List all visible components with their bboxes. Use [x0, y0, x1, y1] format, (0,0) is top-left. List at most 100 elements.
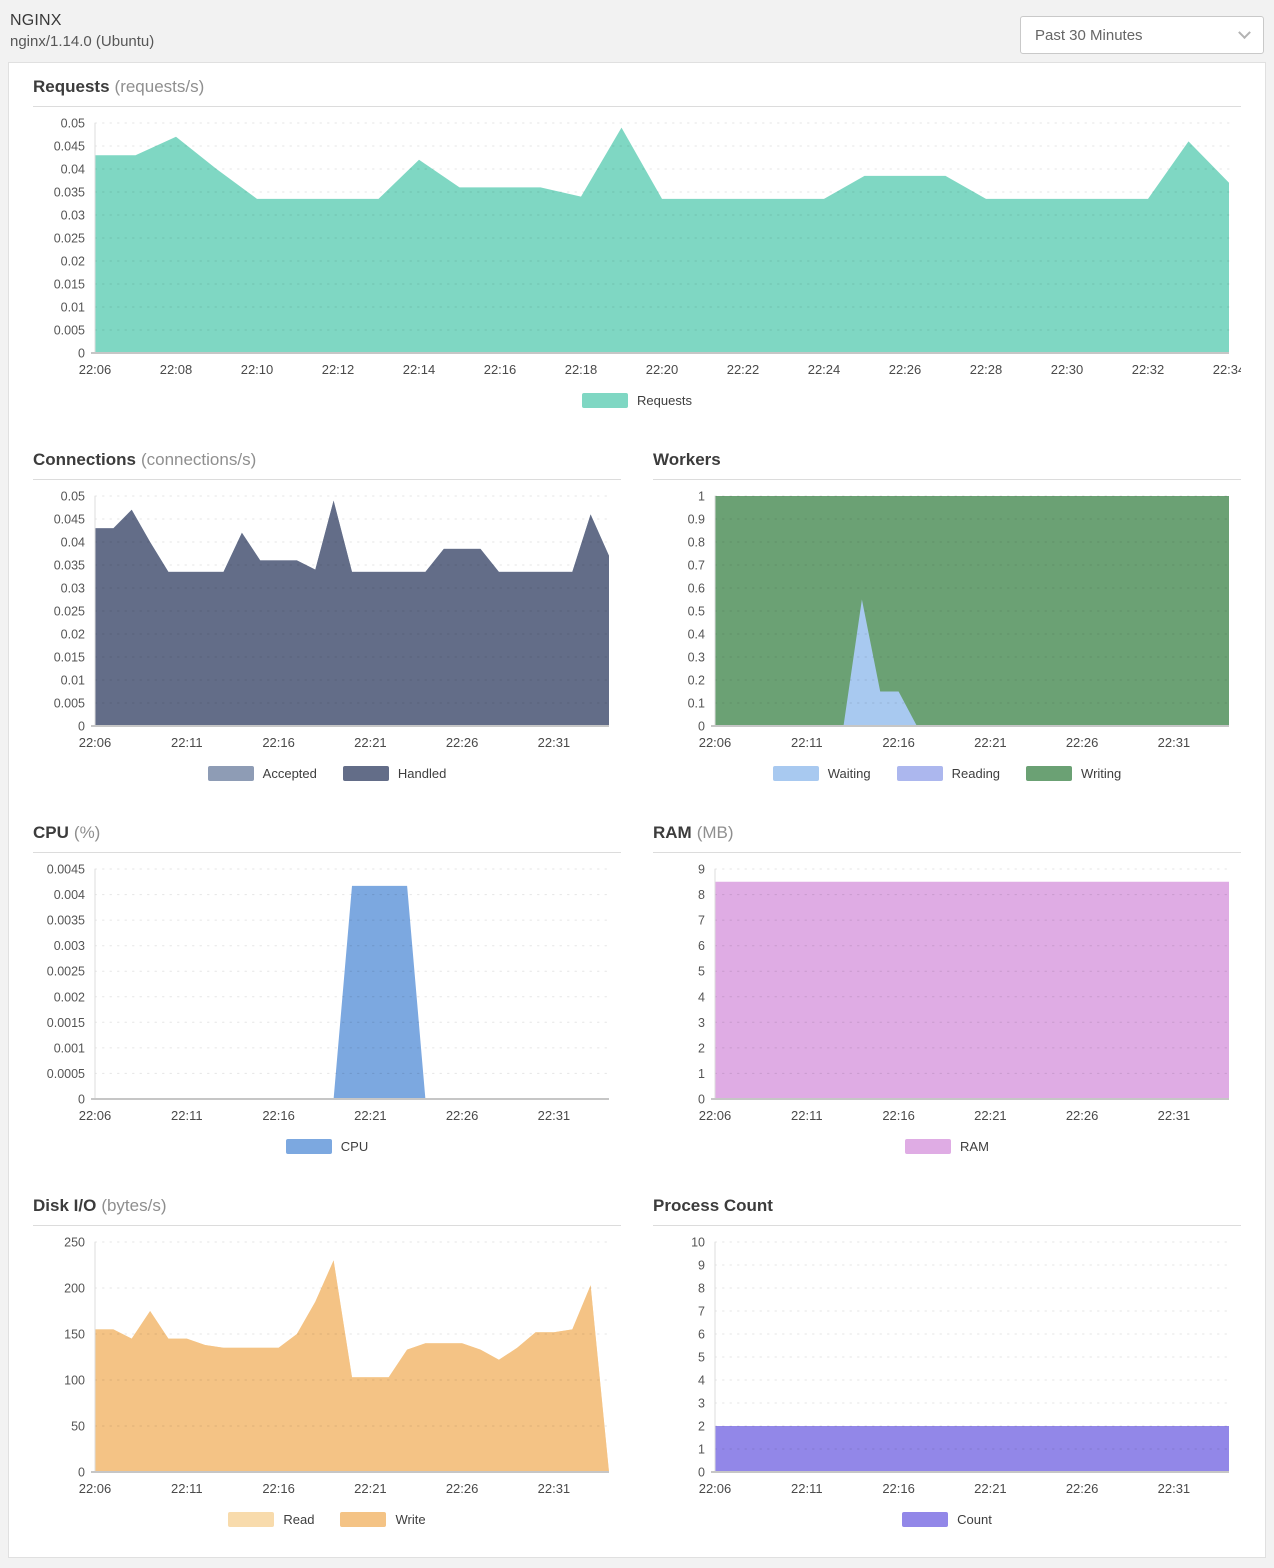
- legend-label: Waiting: [827, 766, 871, 781]
- y-tick-label: 0.03: [61, 209, 85, 223]
- y-tick-label: 0.045: [54, 140, 85, 154]
- legend-label: Accepted: [262, 766, 317, 781]
- disk-i-o-area-chart[interactable]: 0 50 100 150 200 250 22:06 22:11 22:16 22:21 22:26…: [33, 1228, 621, 1500]
- x-tick-label: 22:16: [262, 735, 295, 750]
- x-tick-label: 22:21: [354, 735, 387, 750]
- writing-area: [715, 496, 1229, 726]
- x-tick-label: 22:21: [974, 1108, 1007, 1123]
- y-tick-label: 0.005: [54, 697, 85, 711]
- x-tick-label: 22:06: [699, 735, 732, 750]
- legend-label: Writing: [1081, 766, 1122, 781]
- legend-item-waiting[interactable]: Waiting: [772, 766, 871, 781]
- legend-item-writing[interactable]: Writing: [1026, 766, 1121, 781]
- y-tick-label: 0.002: [54, 990, 85, 1004]
- y-tick-label: 150: [64, 1328, 85, 1342]
- legend-item-ram[interactable]: RAM: [905, 1139, 989, 1154]
- handled-area: [95, 500, 609, 726]
- y-tick-label: 0.0015: [47, 1016, 85, 1030]
- legend-swatch: [228, 1512, 275, 1527]
- chart-title: CPU: [33, 823, 69, 842]
- legend-item-reading[interactable]: Reading: [896, 766, 1000, 781]
- chart-title: RAM: [653, 823, 692, 842]
- process-count-area-chart[interactable]: 0 1 2 3 4 5 6 7 8 9 10 22:06 22:11 22:16 22:21 22:26 22:…: [653, 1228, 1241, 1500]
- time-range-select[interactable]: Past 30 Minutes: [1020, 16, 1264, 54]
- y-tick-label: 0.8: [688, 536, 705, 550]
- chevron-down-icon: [1238, 25, 1251, 39]
- x-tick-label: 22:26: [889, 362, 922, 377]
- y-tick-label: 5: [698, 1351, 705, 1365]
- chart-process-count: Process Count 0 1 2 3 4 5 6 7 8 9 10 22:06 22:11 22:16…: [653, 1196, 1241, 1527]
- legend-swatch: [896, 766, 943, 781]
- legend-item-handled[interactable]: Handled: [342, 766, 446, 781]
- y-tick-label: 0.5: [688, 605, 705, 619]
- y-tick-label: 3: [698, 1016, 705, 1030]
- y-tick-label: 0.04: [61, 163, 85, 177]
- chart-title: Connections: [33, 450, 136, 469]
- cpu-area-chart[interactable]: 0 0.0005 0.001 0.0015 0.002 0.0025 0.003 0.0035…: [33, 855, 621, 1127]
- legend-item-accepted[interactable]: Accepted: [207, 766, 317, 781]
- legend-item-cpu[interactable]: CPU: [285, 1139, 369, 1154]
- legend-item-requests[interactable]: Requests: [582, 393, 692, 408]
- ram-area-chart[interactable]: 0 1 2 3 4 5 6 7 8 9 22:06 22:11 22:16 22:21 22:26 22:31: [653, 855, 1241, 1127]
- requests-area-chart[interactable]: 0 0.005 0.01 0.015 0.02 0.025 0.03 0.035 0.04 0.0…: [33, 109, 1241, 381]
- y-tick-label: 0: [78, 347, 85, 361]
- workers-area-chart[interactable]: 0 0.1 0.2 0.3 0.4 0.5 0.6 0.7 0.8 0.9 1 22:06 22:11 2…: [653, 482, 1241, 754]
- y-tick-label: 0.9: [688, 513, 705, 527]
- chart-workers: Workers 0 0.1 0.2 0.3 0.4 0.5 0.6 0.7 0.8 0.9 1 22:0…: [653, 450, 1241, 781]
- requests-area: [95, 127, 1229, 353]
- chart-unit: (%): [73, 823, 101, 842]
- y-tick-label: 10: [691, 1236, 705, 1250]
- legend-label: Requests: [637, 393, 692, 408]
- y-tick-label: 2: [698, 1420, 705, 1434]
- x-tick-label: 22:06: [79, 735, 112, 750]
- y-tick-label: 0.4: [688, 628, 705, 642]
- chart-header: RAM (MB): [653, 823, 1241, 853]
- legend-swatch: [902, 1512, 949, 1527]
- y-tick-label: 2: [698, 1041, 705, 1055]
- x-tick-label: 22:26: [1066, 1481, 1099, 1496]
- x-tick-label: 22:28: [970, 362, 1003, 377]
- connections-area-chart[interactable]: 0 0.005 0.01 0.015 0.02 0.025 0.03 0.035 0.04 0.0…: [33, 482, 621, 754]
- x-tick-label: 22:20: [646, 362, 679, 377]
- legend-label: RAM: [960, 1139, 989, 1154]
- chart-disk-i-o: Disk I/O (bytes/s) 0 50 100 150 200 250 22:06 22:…: [33, 1196, 621, 1527]
- legend-item-read[interactable]: Read: [228, 1512, 314, 1527]
- x-tick-label: 22:31: [1158, 1108, 1191, 1123]
- x-tick-label: 22:16: [882, 735, 915, 750]
- topbar: NGINX nginx/1.14.0 (Ubuntu) Past 30 Minu…: [8, 0, 1266, 62]
- chart-unit: (connections/s): [140, 450, 257, 469]
- x-tick-label: 22:26: [446, 735, 479, 750]
- y-tick-label: 1: [698, 1443, 705, 1457]
- x-tick-label: 22:11: [171, 1481, 203, 1496]
- legend-label: CPU: [340, 1139, 369, 1154]
- x-tick-label: 22:26: [446, 1108, 479, 1123]
- chart-legend: Read Write: [33, 1512, 621, 1527]
- time-range-selected-value: Past 30 Minutes: [1035, 26, 1143, 44]
- y-tick-label: 0.04: [61, 536, 85, 550]
- y-tick-label: 0.05: [61, 490, 85, 504]
- x-tick-label: 22:30: [1051, 362, 1084, 377]
- x-tick-label: 22:16: [262, 1481, 295, 1496]
- y-tick-label: 0: [698, 1466, 705, 1480]
- y-tick-label: 0.6: [688, 582, 705, 596]
- y-tick-label: 0: [78, 1466, 85, 1480]
- y-tick-label: 0.0045: [47, 863, 85, 877]
- y-tick-label: 9: [698, 863, 705, 877]
- x-tick-label: 22:26: [1066, 735, 1099, 750]
- x-tick-label: 22:31: [538, 735, 571, 750]
- y-tick-label: 0.025: [54, 605, 85, 619]
- x-tick-label: 22:11: [171, 735, 203, 750]
- x-tick-label: 22:06: [79, 1481, 112, 1496]
- legend-swatch: [582, 393, 629, 408]
- legend-label: Write: [395, 1512, 426, 1527]
- x-tick-label: 22:12: [322, 362, 355, 377]
- x-tick-label: 22:24: [808, 362, 841, 377]
- y-tick-label: 0.025: [54, 232, 85, 246]
- page-title: NGINX: [10, 12, 62, 29]
- legend-item-write[interactable]: Write: [340, 1512, 426, 1527]
- legend-item-count[interactable]: Count: [902, 1512, 992, 1527]
- x-tick-label: 22:26: [446, 1481, 479, 1496]
- chart-legend: Requests: [33, 393, 1241, 408]
- y-tick-label: 250: [64, 1236, 85, 1250]
- legend-label: Read: [283, 1512, 315, 1527]
